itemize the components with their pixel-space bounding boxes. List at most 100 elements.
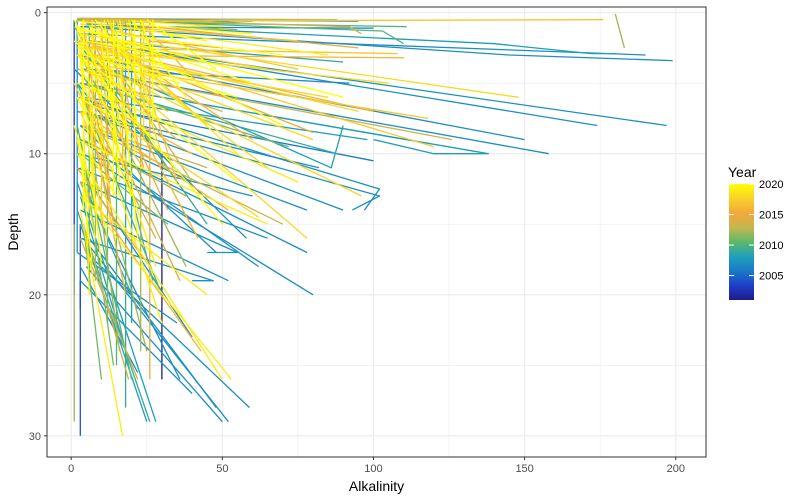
legend-tick-label: 2005: [759, 271, 783, 283]
series-line: [80, 40, 435, 148]
x-tick-label: 0: [68, 463, 74, 475]
series-line: [101, 54, 238, 98]
y-axis-title: Depth: [5, 213, 21, 250]
series-line: [86, 68, 169, 112]
series-line: [88, 82, 157, 141]
series-line: [79, 139, 259, 268]
series-line: [77, 153, 253, 197]
legend-tick-label: 2020: [759, 179, 783, 191]
series-line: [77, 40, 667, 127]
plot-border: [46, 6, 707, 458]
series-line: [118, 19, 139, 126]
series-line: [103, 33, 238, 155]
y-tick-label: 20: [29, 290, 41, 302]
series-line: [86, 17, 338, 21]
series-line: [76, 40, 308, 239]
series-line: [131, 19, 187, 98]
series-line: [115, 29, 139, 239]
series-line: [131, 20, 223, 28]
series-line: [76, 96, 132, 127]
series-line: [119, 26, 298, 42]
x-axis: 0 50 100 150 200: [68, 457, 685, 475]
series-line: [94, 181, 109, 239]
series-line: [79, 153, 93, 267]
series-line: [76, 54, 344, 169]
series-line: [85, 111, 148, 352]
series-line: [88, 237, 217, 408]
series-line: [113, 33, 283, 56]
series-line: [86, 19, 405, 45]
series-line: [73, 68, 247, 239]
x-tick-label: 100: [364, 463, 382, 475]
legend-title: Year: [728, 164, 757, 180]
series-line: [614, 13, 626, 49]
series-line: [106, 19, 157, 112]
series-line: [88, 125, 121, 352]
legend-ticks: 2005 2010 2015 2020: [729, 179, 783, 283]
series-line: [80, 124, 308, 211]
series-line: [86, 23, 616, 55]
legend-tick-label: 2015: [759, 210, 783, 222]
series-line: [76, 153, 223, 380]
series-line: [79, 111, 112, 183]
series-line: [83, 124, 284, 225]
x-tick-label: 50: [216, 463, 228, 475]
y-tick-label: 30: [29, 431, 41, 443]
series-line: [140, 19, 163, 84]
series-line: [127, 19, 151, 112]
series-line: [77, 33, 519, 98]
series-line: [83, 96, 368, 141]
series-line: [82, 139, 187, 197]
series-line: [77, 19, 604, 22]
series-line: [88, 153, 118, 197]
series-line: [109, 26, 145, 168]
y-axis: 0 10 20 30: [29, 8, 47, 443]
x-tick-label: 150: [515, 463, 533, 475]
series-line: [146, 19, 217, 70]
series-line: [89, 26, 284, 127]
series-line: [76, 26, 103, 267]
series-line: [176, 26, 238, 31]
series-line: [73, 40, 108, 70]
legend-colorbar: [729, 184, 754, 300]
series-line: [85, 33, 269, 169]
series-line: [73, 82, 102, 140]
series-line: [77, 110, 381, 211]
series-line: [94, 111, 133, 197]
series-line: [82, 82, 163, 324]
series-line: [125, 23, 253, 35]
series-line: [76, 97, 105, 154]
series-line: [131, 54, 193, 77]
series-line: [80, 110, 320, 169]
series-line: [76, 54, 362, 197]
x-tick-label: 200: [667, 463, 685, 475]
series-line: [83, 26, 673, 62]
legend: Year 2005 2010 2015 2020: [728, 164, 783, 300]
series-line: [80, 181, 239, 254]
series-line: [79, 280, 193, 394]
series-line: [103, 33, 133, 197]
series-line: [161, 33, 208, 42]
series-line: [82, 181, 139, 310]
series-line: [97, 26, 121, 154]
series-line: [77, 20, 329, 56]
series-line: [77, 47, 389, 84]
y-tick-label: 10: [29, 149, 41, 161]
series-line: [80, 28, 344, 98]
y-tick-label: 0: [35, 8, 41, 20]
series-line: [80, 33, 646, 56]
series-line: [82, 224, 103, 380]
series-line: [76, 139, 268, 225]
series-line: [79, 96, 259, 218]
series-line: [82, 153, 115, 366]
series-line: [83, 68, 350, 84]
legend-tick-label: 2010: [759, 240, 783, 252]
x-axis-title: Alkalinity: [349, 478, 404, 494]
series-line: [82, 26, 115, 225]
series-line: [103, 19, 121, 182]
series-line: [77, 68, 549, 155]
series-line: [82, 195, 232, 380]
series-line: [79, 110, 229, 211]
series-line: [94, 19, 148, 84]
